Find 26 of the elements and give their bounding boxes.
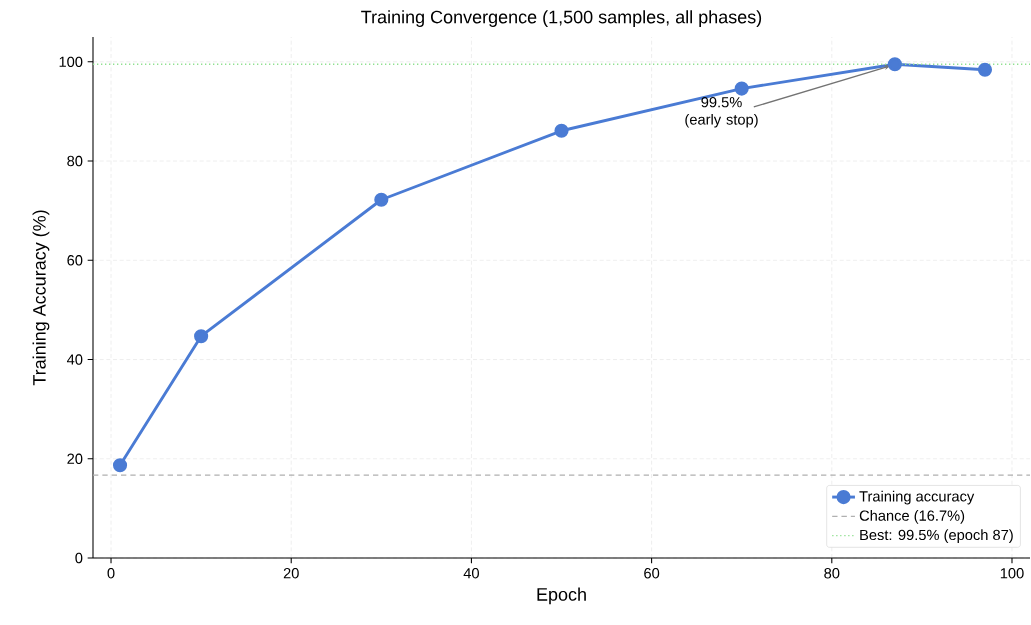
point — [112, 458, 128, 473]
y-axis-title: Training Accuracy (%) — [32, 210, 50, 386]
point — [887, 57, 902, 72]
chart-title: Training Convergence (1,500 samples, all phases) — [361, 10, 762, 27]
x-tick-label: 80 — [824, 568, 840, 579]
y-tick-label: 80 — [67, 155, 83, 167]
y-tick-label: 40 — [66, 354, 83, 365]
annotation: 99.5% (early stop) — [685, 96, 758, 128]
point — [734, 81, 749, 96]
x-axis-title: Epoch — [537, 587, 586, 605]
y-tick-label: 60 — [67, 255, 83, 266]
point — [977, 62, 993, 77]
legend-label: Training accuracy — [859, 490, 975, 505]
x-tick-label: 40 — [463, 568, 479, 579]
y-tick-label: 0 — [75, 552, 83, 564]
y-tick-label: 20 — [67, 453, 83, 464]
point — [374, 192, 389, 207]
x-tick-label: 20 — [283, 568, 299, 579]
point — [194, 329, 209, 344]
x-tick-label: 0 — [107, 568, 115, 579]
x-tick-label: 60 — [644, 568, 660, 579]
point — [554, 123, 569, 138]
legend-label: Chance (16.7%) — [859, 510, 965, 524]
x-tick-label: 100 — [1000, 568, 1024, 579]
legend-label: Best: 99.5% (epoch 87) — [860, 529, 1013, 544]
y-tick-label: 100 — [59, 56, 83, 67]
